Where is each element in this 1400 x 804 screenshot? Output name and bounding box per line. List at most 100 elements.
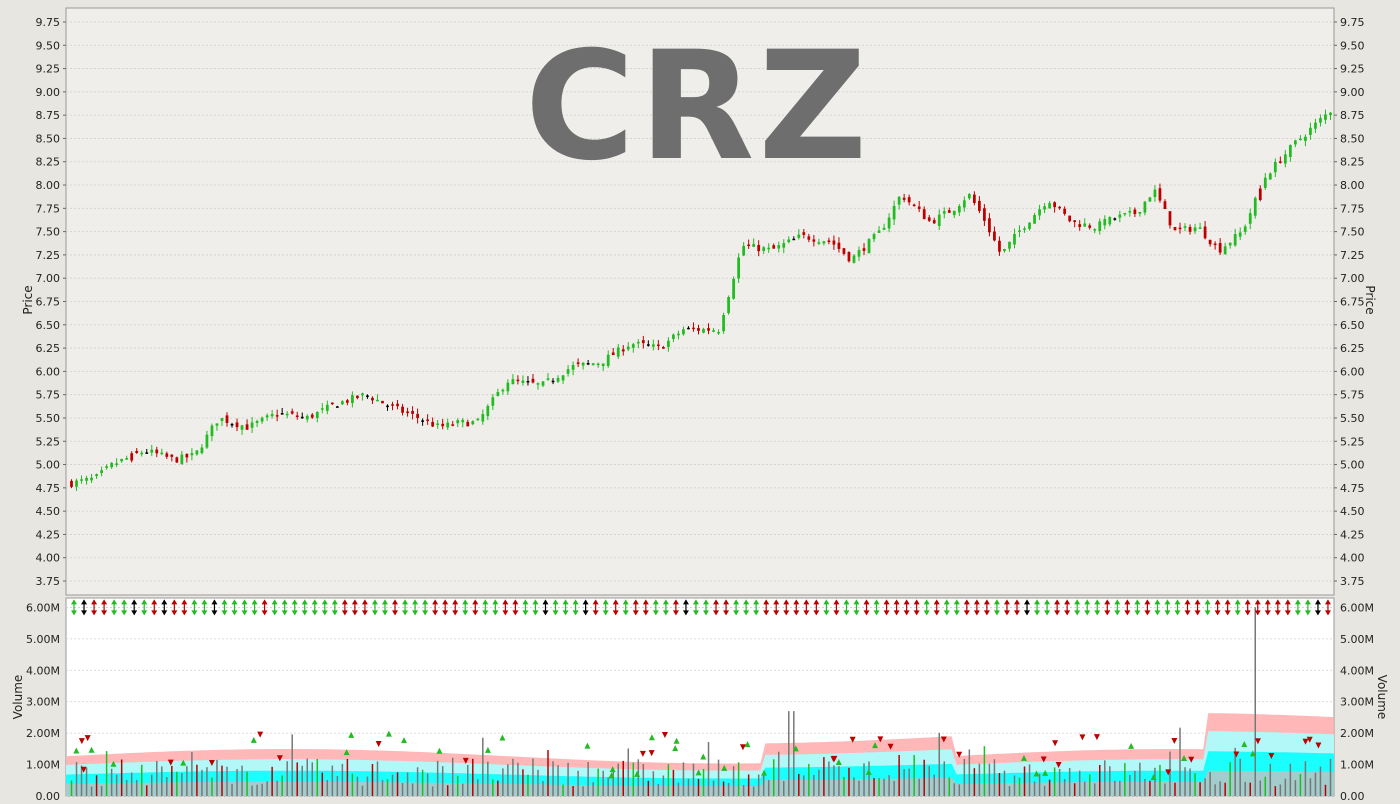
price-tick-label-right: 5.00 <box>1340 459 1365 472</box>
candle-body <box>300 416 304 419</box>
candle-body <box>130 453 134 461</box>
signal-arrow-down <box>933 610 940 616</box>
price-tick-label-right: 7.75 <box>1340 202 1365 215</box>
candle-body <box>1309 127 1312 135</box>
signal-arrow-up <box>1114 599 1121 605</box>
signal-arrow-down <box>71 610 77 616</box>
signal-arrow-up <box>412 599 419 605</box>
candle-body <box>446 422 450 428</box>
candle-body <box>957 206 961 213</box>
signal-arrow-up <box>582 599 589 605</box>
candle-body <box>145 452 149 454</box>
signal-arrow-down <box>843 610 850 616</box>
signal-arrow-down <box>612 610 619 616</box>
signal-arrow-down <box>1314 610 1321 616</box>
volume-marker-down <box>1040 756 1047 763</box>
signal-arrow-up <box>1264 599 1271 605</box>
signal-arrow-down <box>281 610 288 616</box>
candle-body <box>325 404 329 411</box>
signal-arrow-down <box>371 610 378 616</box>
candle-body <box>436 423 440 425</box>
signal-arrow-down <box>813 610 820 616</box>
candle-body <box>240 425 244 430</box>
candle-body <box>947 210 951 213</box>
candle-body <box>290 411 294 414</box>
candle-body <box>421 420 424 422</box>
signal-arrow-up <box>452 599 459 605</box>
candle-body <box>1329 112 1332 116</box>
price-tick-label-left: 8.00 <box>36 179 61 192</box>
signal-arrow-up <box>81 599 88 605</box>
candle-body <box>692 327 695 330</box>
volume-marker-up <box>499 734 506 741</box>
signal-arrow-down <box>1094 610 1101 616</box>
candle-body <box>998 240 1001 252</box>
signal-arrow-down <box>1054 610 1061 616</box>
signal-arrow-down <box>321 610 328 616</box>
volume-marker-up <box>73 747 80 754</box>
signal-arrow-up <box>502 599 509 605</box>
candle-body <box>882 227 886 230</box>
signal-arrow-down <box>211 610 218 616</box>
candle-body <box>877 230 881 233</box>
signal-arrow-up <box>341 599 348 605</box>
candle-body <box>677 333 680 336</box>
volume-tick-label-right: 4.00M <box>1340 664 1374 677</box>
candle-body <box>125 458 129 460</box>
candle-body <box>461 419 465 423</box>
price-tick-label-right: 5.25 <box>1340 435 1365 448</box>
volume-marker-up <box>401 737 408 744</box>
signal-arrow-down <box>763 610 770 616</box>
signal-arrow-down <box>993 610 1000 616</box>
signal-arrow-down <box>412 610 419 616</box>
candle-body <box>667 340 670 347</box>
volume-marker-down <box>208 760 215 767</box>
candle-body <box>1248 213 1252 224</box>
price-tick-label-left: 7.00 <box>36 272 61 285</box>
signal-arrow-down <box>301 610 308 616</box>
signal-arrow-down <box>1044 610 1051 616</box>
price-tick-label-right: 8.50 <box>1340 132 1365 145</box>
candle-body <box>1113 218 1117 220</box>
candle-body <box>1208 239 1212 245</box>
signal-arrow-up <box>71 599 77 605</box>
signal-arrow-up <box>1074 599 1081 605</box>
signal-arrow-down <box>522 610 529 616</box>
candle-body <box>1043 206 1046 210</box>
signal-arrow-down <box>1274 610 1281 616</box>
signal-arrow-down <box>191 610 198 616</box>
candle-body <box>225 415 229 423</box>
signal-arrow-up <box>763 599 770 605</box>
signal-arrow-up <box>873 599 880 605</box>
price-tick-label-right: 8.75 <box>1340 109 1365 122</box>
signal-arrow-down <box>462 610 469 616</box>
signal-arrow-up <box>361 599 368 605</box>
volume-marker-up <box>1249 750 1256 757</box>
signal-arrow-down <box>713 610 720 616</box>
candle-body <box>180 454 184 465</box>
candle-body <box>1223 246 1227 255</box>
volume-tick-label-right: 3.00M <box>1340 696 1374 709</box>
candle-body <box>1088 225 1092 228</box>
candle-body <box>687 327 690 330</box>
price-tick-label-left: 5.50 <box>36 412 61 425</box>
volume-marker-up <box>648 734 655 741</box>
signal-arrow-up <box>301 599 308 605</box>
candle-body <box>847 251 851 262</box>
volume-marker-up <box>1020 754 1027 761</box>
candle-body <box>581 362 585 366</box>
candle-body <box>295 415 299 417</box>
candle-body <box>621 349 625 352</box>
candle-body <box>315 411 319 418</box>
volume-marker-up <box>385 730 392 737</box>
candle-body <box>1063 208 1067 214</box>
volume-panel: 0.00 0.00 1.00M 1.00M 2.00M 2.00M 3.00M 3.00M 4.… <box>26 597 1374 803</box>
volume-marker-up <box>1150 774 1157 781</box>
candle-body <box>235 422 239 428</box>
volume-marker-up <box>250 736 257 743</box>
candle-body <box>195 450 199 455</box>
candle-body <box>210 425 214 437</box>
signal-arrow-up <box>823 599 830 605</box>
candle-body <box>371 397 374 401</box>
signal-arrow-down <box>753 610 760 616</box>
